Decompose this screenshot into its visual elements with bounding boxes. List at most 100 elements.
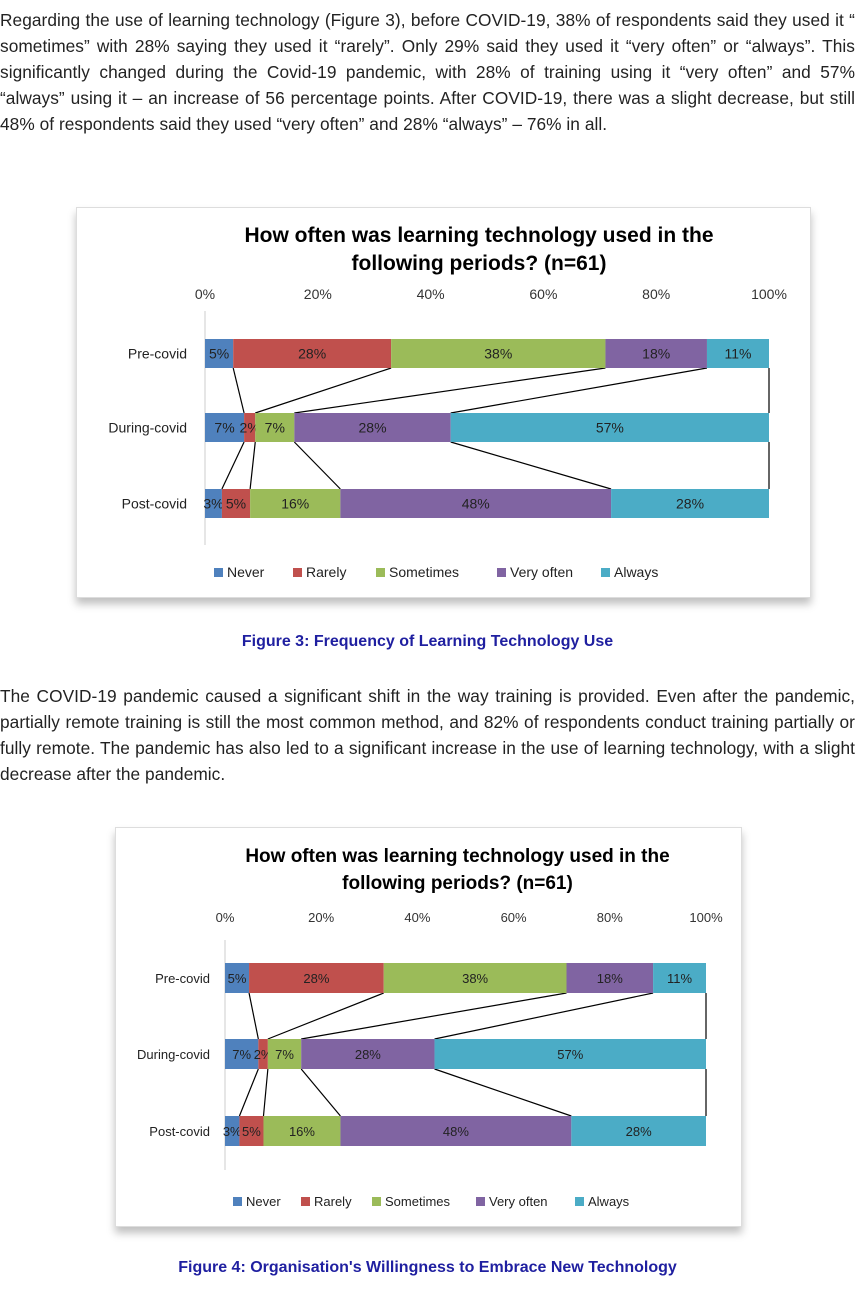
series-line	[248, 992, 259, 1040]
category-label: Post-covid	[149, 1124, 210, 1139]
paragraph-learning-technology: Regarding the use of learning technology…	[0, 10, 855, 134]
data-label: 11%	[667, 971, 692, 986]
legend-label: Rarely	[314, 1194, 352, 1209]
legend-swatch	[301, 1197, 310, 1206]
legend-label: Never	[246, 1194, 281, 1209]
bar-segment-rarely	[233, 339, 392, 368]
bar-segment-never	[225, 1039, 259, 1069]
bar-segment-always	[611, 489, 769, 518]
series-line	[221, 441, 245, 490]
bar-segment-very-often	[294, 413, 451, 442]
data-label: 28%	[359, 420, 387, 436]
bar-segment-rarely	[244, 413, 256, 442]
x-tick-label: 40%	[417, 286, 445, 302]
data-label: 7%	[265, 420, 285, 436]
legend-swatch	[497, 568, 506, 577]
series-line	[293, 441, 341, 490]
data-label: 16%	[281, 496, 309, 512]
legend-label: Rarely	[306, 564, 346, 580]
bar-segment-always	[450, 413, 769, 442]
data-label: 3%	[223, 1124, 242, 1139]
data-label: 28%	[355, 1047, 381, 1062]
bar-segment-very-often	[340, 489, 612, 518]
chart-title: How often was learning technology used i…	[245, 846, 669, 867]
bar-segment-always	[706, 339, 769, 368]
legend-swatch	[372, 1197, 381, 1206]
bar-segment-rarely	[239, 1116, 264, 1146]
series-line	[301, 992, 567, 1040]
bar-segment-always	[571, 1116, 706, 1146]
x-tick-label: 80%	[597, 910, 623, 925]
data-label: 5%	[228, 971, 247, 986]
legend-swatch	[476, 1197, 485, 1206]
category-label: Post-covid	[122, 496, 187, 512]
legend-swatch	[376, 568, 385, 577]
data-label: 5%	[209, 346, 229, 362]
data-label: 28%	[676, 496, 704, 512]
bar-segment-sometimes	[383, 963, 567, 993]
x-tick-label: 20%	[304, 286, 332, 302]
data-label: 11%	[724, 346, 751, 362]
x-tick-label: 80%	[642, 286, 670, 302]
legend-swatch	[214, 568, 223, 577]
data-label: 16%	[289, 1124, 315, 1139]
legend-swatch	[575, 1197, 584, 1206]
legend-label: Very often	[489, 1194, 548, 1209]
series-line	[450, 441, 612, 490]
x-tick-label: 100%	[689, 910, 723, 925]
series-line	[300, 1068, 341, 1117]
data-label: 28%	[303, 971, 329, 986]
series-line	[450, 367, 708, 414]
legend-label: Always	[588, 1194, 630, 1209]
x-tick-label: 40%	[404, 910, 430, 925]
series-line	[238, 1068, 259, 1117]
chart-title: following periods? (n=61)	[342, 873, 573, 894]
bar-segment-sometimes	[255, 413, 295, 442]
bar-segment-always	[653, 963, 706, 993]
data-label: 28%	[298, 346, 326, 362]
bar-segment-very-often	[340, 1116, 572, 1146]
data-label: 7%	[275, 1047, 294, 1062]
bar-segment-rarely	[221, 489, 251, 518]
legend-label: Sometimes	[385, 1194, 451, 1209]
category-label: Pre-covid	[128, 346, 187, 362]
series-line	[434, 1068, 572, 1117]
bar-segment-never	[225, 963, 250, 993]
data-label: 18%	[597, 971, 623, 986]
data-label: 38%	[484, 346, 512, 362]
data-label: 3%	[203, 496, 223, 512]
series-line	[262, 1068, 269, 1117]
chart-figure-3-svg: How often was learning technology used i…	[108, 224, 787, 580]
bar-segment-sometimes	[267, 1039, 302, 1069]
chart-figure-3: How often was learning technology used i…	[76, 207, 811, 598]
data-label: 18%	[642, 346, 670, 362]
data-label: 57%	[557, 1047, 583, 1062]
chart-figure-4-svg: How often was learning technology used i…	[137, 846, 723, 1209]
series-line	[267, 992, 384, 1040]
bar-segment-rarely	[249, 963, 384, 993]
legend-label: Never	[227, 564, 265, 580]
data-label: 57%	[596, 420, 624, 436]
figure-4-caption: Figure 4: Organisation's Willingness to …	[178, 1259, 677, 1276]
paragraph-covid-shift: The COVID-19 pandemic caused a significa…	[0, 686, 855, 784]
data-label: 28%	[626, 1124, 652, 1139]
chart-figure-4: How often was learning technology used i…	[115, 827, 742, 1227]
x-tick-label: 60%	[501, 910, 527, 925]
x-tick-label: 60%	[529, 286, 557, 302]
bar-segment-very-often	[605, 339, 707, 368]
data-label: 5%	[226, 496, 246, 512]
category-label: During-covid	[137, 1047, 210, 1062]
category-label: During-covid	[108, 420, 187, 436]
chart-title: following periods? (n=61)	[352, 252, 607, 275]
x-tick-label: 20%	[308, 910, 334, 925]
legend-label: Always	[614, 564, 658, 580]
data-label: 5%	[242, 1124, 261, 1139]
category-label: Pre-covid	[155, 971, 210, 986]
bar-segment-never	[205, 339, 234, 368]
bar-segment-very-often	[301, 1039, 435, 1069]
series-line	[249, 441, 256, 490]
legend-label: Sometimes	[389, 564, 459, 580]
x-tick-label: 0%	[195, 286, 215, 302]
bar-segment-never	[205, 489, 222, 518]
bar-segment-sometimes	[263, 1116, 341, 1146]
